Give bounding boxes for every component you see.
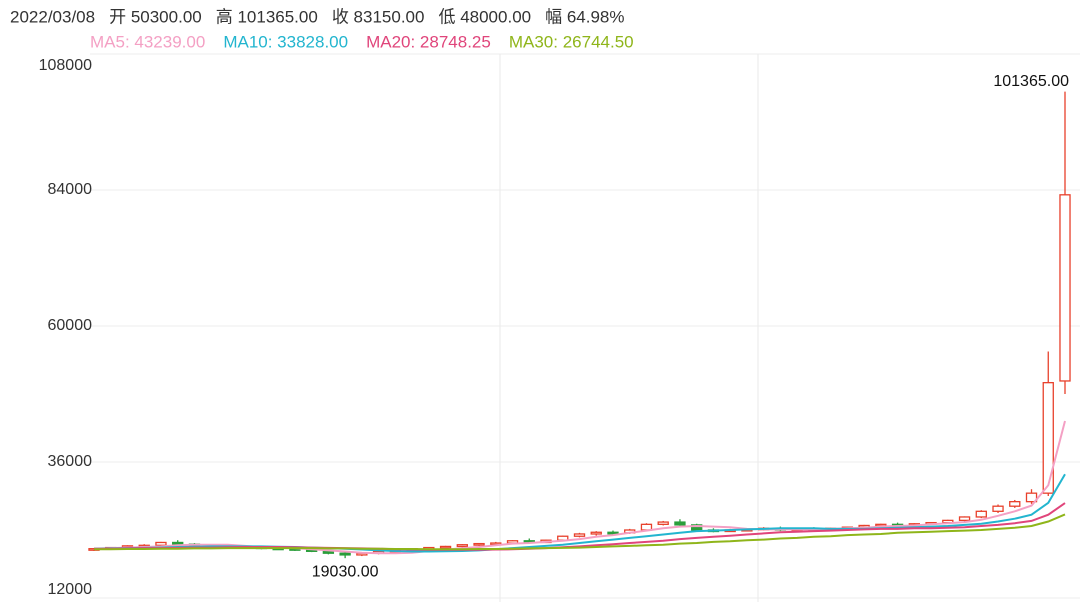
- candle-body: [674, 521, 686, 526]
- candle-body: [573, 533, 586, 537]
- y-tick-label: 60000: [48, 317, 93, 334]
- ma-line: [94, 513, 1066, 551]
- legend-entry: MA20: 28748.25: [366, 32, 491, 51]
- y-tick-label: 108000: [39, 57, 92, 74]
- info-item: 低 48000.00: [438, 7, 531, 26]
- candle-body: [456, 544, 468, 548]
- info-item: 收 83150.00: [332, 7, 425, 26]
- info-item: 高 101365.00: [216, 7, 318, 26]
- candle-body: [155, 541, 167, 546]
- info-item: 2022/03/08: [10, 7, 95, 26]
- legend-entry: MA10: 33828.00: [223, 32, 348, 51]
- candle-body: [992, 505, 1004, 512]
- annotation: 101365.00: [993, 73, 1069, 90]
- candle-body: [439, 545, 452, 549]
- candle-body: [473, 542, 485, 546]
- candle-body: [1042, 382, 1054, 494]
- candle-body: [590, 531, 602, 535]
- candle-body: [975, 510, 987, 518]
- y-tick-label: 12000: [48, 581, 93, 598]
- candle-body: [1025, 492, 1038, 503]
- candle-body: [691, 524, 703, 531]
- candle-body: [607, 531, 619, 535]
- candle-body: [657, 521, 669, 525]
- y-tick-label: 36000: [48, 453, 93, 470]
- y-tick-label: 84000: [48, 181, 93, 198]
- candle-body: [958, 516, 971, 522]
- info-item: 开 50300.00: [109, 7, 202, 26]
- ma-line: [94, 502, 1066, 551]
- info-item: 幅 64.98%: [545, 7, 624, 26]
- candle-body: [1059, 194, 1071, 382]
- candle-body: [1009, 501, 1021, 507]
- legend-entry: MA5: 43239.00: [90, 32, 205, 51]
- candle-body: [172, 541, 184, 545]
- legend-entry: MA30: 26744.50: [509, 32, 634, 51]
- annotation: 19030.00: [312, 563, 379, 580]
- candle-body: [339, 552, 351, 556]
